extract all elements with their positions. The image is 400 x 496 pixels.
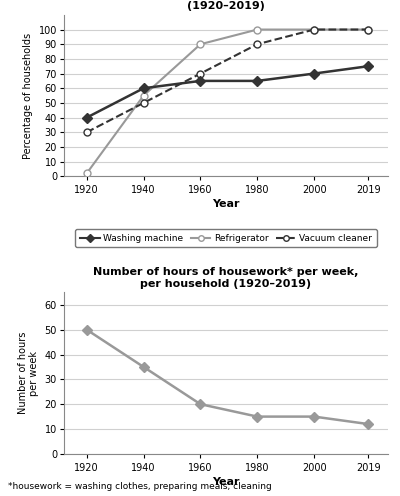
Y-axis label: Percentage of households: Percentage of households [23,33,33,159]
Title: Percentage of households with electrical appliances
(1920–2019): Percentage of households with electrical… [63,0,389,11]
Legend: Washing machine, Refrigerator, Vacuum cleaner: Washing machine, Refrigerator, Vacuum cl… [75,229,377,247]
Text: *housework = washing clothes, preparing meals, cleaning: *housework = washing clothes, preparing … [8,482,272,491]
X-axis label: Year: Year [212,199,240,209]
Title: Number of hours of housework* per week,
per household (1920–2019): Number of hours of housework* per week, … [93,267,359,289]
Y-axis label: Number of hours
per week: Number of hours per week [18,332,39,414]
X-axis label: Year: Year [212,477,240,487]
